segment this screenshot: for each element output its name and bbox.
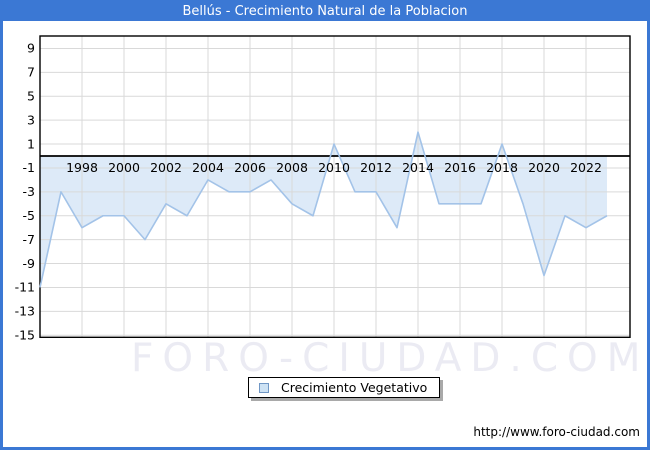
y-tick-label: 9 — [27, 41, 35, 56]
y-tick-label: -7 — [23, 232, 35, 247]
x-tick-label: 2002 — [150, 160, 182, 175]
x-tick-label: 2004 — [192, 160, 224, 175]
x-tick-label: 2022 — [570, 160, 602, 175]
series-area-fill — [40, 132, 607, 288]
x-tick-label: 2012 — [360, 160, 392, 175]
series-line — [39, 131, 608, 288]
growth-area-chart: 1998 2000 2002 2004 2006 2008 2010 2012 2014 2016… — [15, 35, 631, 342]
y-tick-label: -13 — [15, 304, 35, 319]
x-tick-label: 2006 — [234, 160, 266, 175]
x-tick-label: 2000 — [108, 160, 140, 175]
x-tick-label: 2014 — [402, 160, 434, 175]
y-tick-label: 7 — [27, 65, 35, 80]
x-tick-label: 2018 — [486, 160, 518, 175]
y-tick-label: 1 — [27, 136, 35, 151]
legend: Crecimiento Vegetativo — [248, 377, 441, 398]
x-tick-label: 2020 — [528, 160, 560, 175]
x-tick-label: 2010 — [318, 160, 350, 175]
y-tick-label: 3 — [27, 112, 35, 127]
y-tick-label: -15 — [15, 327, 35, 342]
x-tick-label: 1998 — [66, 160, 98, 175]
site-url: http://www.foro-ciudad.com — [473, 425, 640, 439]
plot-border — [39, 35, 631, 338]
legend-marker-icon — [259, 382, 269, 393]
y-tick-label: -1 — [23, 160, 35, 175]
y-tick-label: -11 — [15, 280, 35, 295]
y-tick-label: 5 — [27, 88, 35, 103]
title-bar: Bellús - Crecimiento Natural de la Pobla… — [3, 3, 647, 21]
y-tick-label: -9 — [23, 256, 36, 271]
legend-label: Crecimiento Vegetativo — [281, 380, 428, 395]
chart-title: Bellús - Crecimiento Natural de la Pobla… — [182, 4, 468, 19]
y-tick-label: -3 — [23, 184, 35, 199]
watermark: FORO-CIUDAD.COM — [131, 336, 650, 381]
x-tick-label: 2016 — [444, 160, 476, 175]
y-tick-label: -5 — [23, 208, 35, 223]
x-tick-label: 2008 — [276, 160, 308, 175]
